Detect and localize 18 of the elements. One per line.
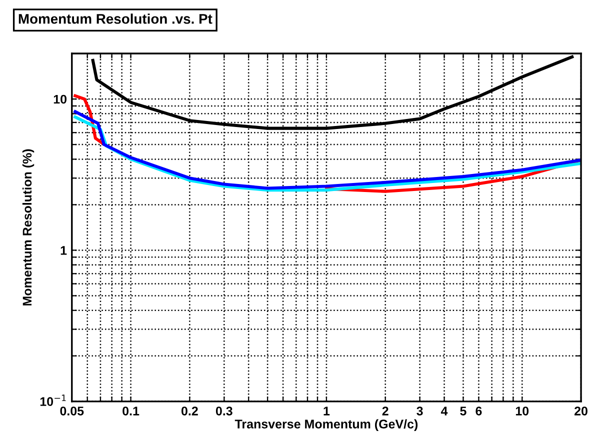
y-axis-title: Momentum Resolution (%) <box>22 149 34 306</box>
y-tick-label: 10$^{−1}$ <box>40 394 66 406</box>
y-tick-label: 10 <box>54 94 67 104</box>
x-tick-label: 6 <box>476 406 482 416</box>
x-tick-label: 10 <box>516 406 529 416</box>
y-tick-label: 1 <box>60 246 67 255</box>
chart-title: Momentum Resolution .vs. Pt <box>18 14 212 24</box>
x-tick-label: 2 <box>382 406 388 416</box>
x-tick-label: 0.3 <box>216 406 232 416</box>
x-tick-label: 0.2 <box>181 406 198 416</box>
x-tick-label: 5 <box>460 406 466 416</box>
x-axis-title: Transverse Momentum (GeV/c) <box>234 419 418 431</box>
x-tick-label: 4 <box>440 406 448 416</box>
x-tick-label: 20 <box>574 406 588 416</box>
x-tick-label: 0.05 <box>60 406 84 416</box>
x-tick-label: 0.1 <box>122 406 140 416</box>
x-tick-label: 1 <box>324 406 330 416</box>
x-tick-label: 3 <box>416 406 423 416</box>
